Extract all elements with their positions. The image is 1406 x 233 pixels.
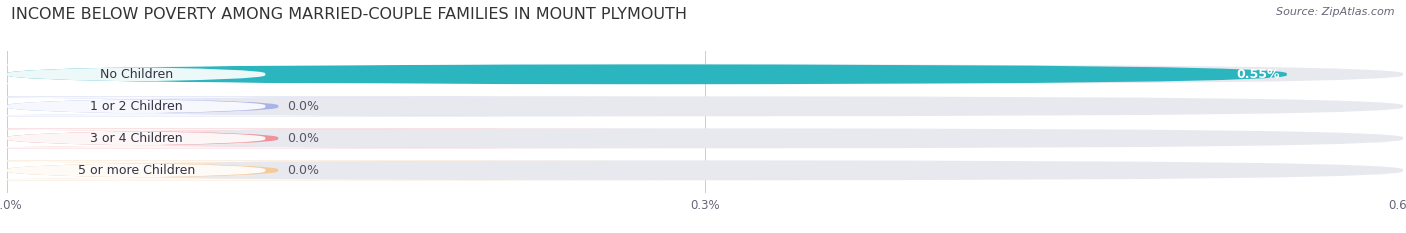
FancyBboxPatch shape xyxy=(0,96,662,116)
FancyBboxPatch shape xyxy=(7,160,1403,180)
Text: 3 or 4 Children: 3 or 4 Children xyxy=(90,132,183,145)
FancyBboxPatch shape xyxy=(7,64,1403,84)
Text: Source: ZipAtlas.com: Source: ZipAtlas.com xyxy=(1277,7,1395,17)
FancyBboxPatch shape xyxy=(7,128,1403,148)
Text: 0.0%: 0.0% xyxy=(288,164,319,177)
FancyBboxPatch shape xyxy=(0,128,662,148)
Text: 0.0%: 0.0% xyxy=(288,100,319,113)
FancyBboxPatch shape xyxy=(0,128,662,148)
FancyBboxPatch shape xyxy=(0,96,662,116)
Text: No Children: No Children xyxy=(100,68,173,81)
FancyBboxPatch shape xyxy=(7,64,1286,84)
FancyBboxPatch shape xyxy=(0,160,662,180)
Text: 0.55%: 0.55% xyxy=(1236,68,1279,81)
Text: 1 or 2 Children: 1 or 2 Children xyxy=(90,100,183,113)
FancyBboxPatch shape xyxy=(0,64,662,84)
Text: 5 or more Children: 5 or more Children xyxy=(77,164,195,177)
FancyBboxPatch shape xyxy=(7,96,1403,116)
Text: INCOME BELOW POVERTY AMONG MARRIED-COUPLE FAMILIES IN MOUNT PLYMOUTH: INCOME BELOW POVERTY AMONG MARRIED-COUPL… xyxy=(11,7,688,22)
Text: 0.0%: 0.0% xyxy=(288,132,319,145)
FancyBboxPatch shape xyxy=(0,160,662,180)
